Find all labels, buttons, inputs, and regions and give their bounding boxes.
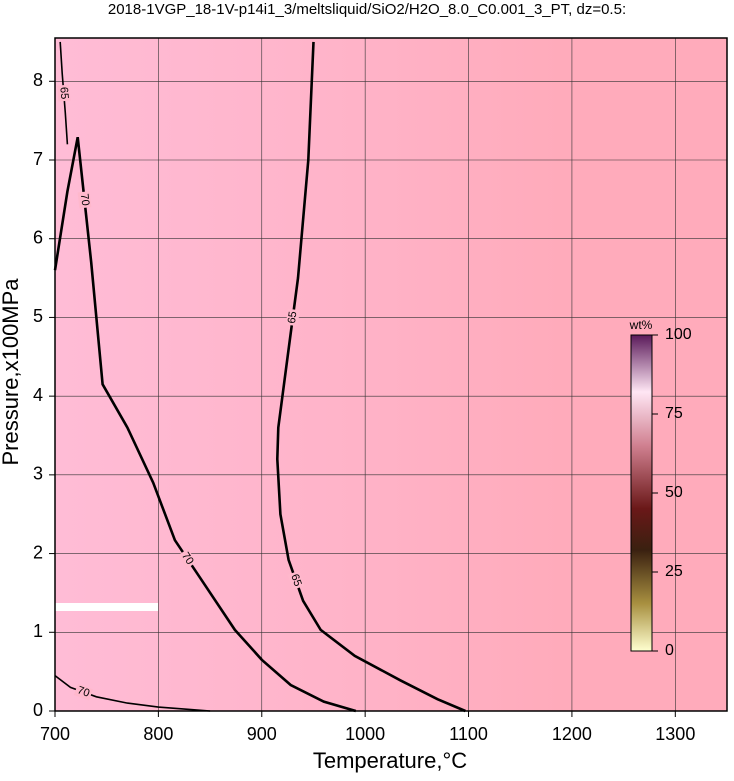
- contour-label-bg: [177, 548, 197, 569]
- contour-label-bg: [57, 84, 71, 102]
- y-tick-label: 7: [33, 149, 43, 169]
- plot-background: [55, 38, 727, 711]
- contour-label: 70: [78, 193, 91, 206]
- y-tick-label: 8: [33, 70, 43, 90]
- y-axis-label: Pressure,x100MPa: [0, 278, 23, 466]
- colorbar-tick-label: 100: [665, 326, 692, 343]
- y-tick-label: 1: [33, 621, 43, 641]
- x-tick-label: 1100: [449, 724, 488, 744]
- x-tick-label: 900: [247, 724, 277, 744]
- colorbar: [630, 334, 653, 652]
- contour-line: [54, 674, 211, 712]
- x-tick-label: 1200: [552, 724, 592, 744]
- colorbar-tick-label: 75: [665, 405, 683, 422]
- y-tick-label: 5: [33, 306, 43, 326]
- x-tick-label: 1000: [345, 724, 385, 744]
- colorbar-tick-label: 0: [665, 642, 674, 659]
- y-tick-label: 0: [33, 700, 43, 720]
- y-tick-label: 2: [33, 542, 43, 562]
- colorbar-tick-label: 25: [665, 563, 683, 580]
- contour-label: 65: [286, 311, 299, 325]
- x-tick-label: 700: [40, 724, 70, 744]
- colorbar-tick-label: 50: [665, 484, 683, 501]
- colorbar-label: wt%: [629, 318, 653, 332]
- contour-label-bg: [287, 570, 305, 590]
- x-tick-label: 800: [143, 724, 173, 744]
- contour-label: 65: [288, 573, 303, 589]
- y-tick-label: 4: [33, 385, 43, 405]
- data-gap: [55, 603, 158, 611]
- plot-frame: [54, 37, 728, 712]
- contour-label: 70: [76, 684, 92, 699]
- x-axis-label: Temperature,°C: [313, 748, 467, 773]
- contour-label-bg: [285, 308, 300, 327]
- contour-label-bg: [73, 683, 94, 701]
- y-tick-label: 6: [33, 227, 43, 247]
- contour-line: [275, 41, 466, 713]
- y-tick-label: 3: [33, 464, 43, 484]
- chart-title: 2018-1VGP_18-1V-p14i1_3/meltsliquid/SiO2…: [108, 1, 626, 18]
- x-tick-label: 1300: [655, 724, 695, 744]
- contour-label-bg: [77, 191, 92, 209]
- contour-label: 65: [57, 87, 70, 100]
- contour-label: 70: [179, 550, 196, 567]
- contour-line: [53, 136, 357, 713]
